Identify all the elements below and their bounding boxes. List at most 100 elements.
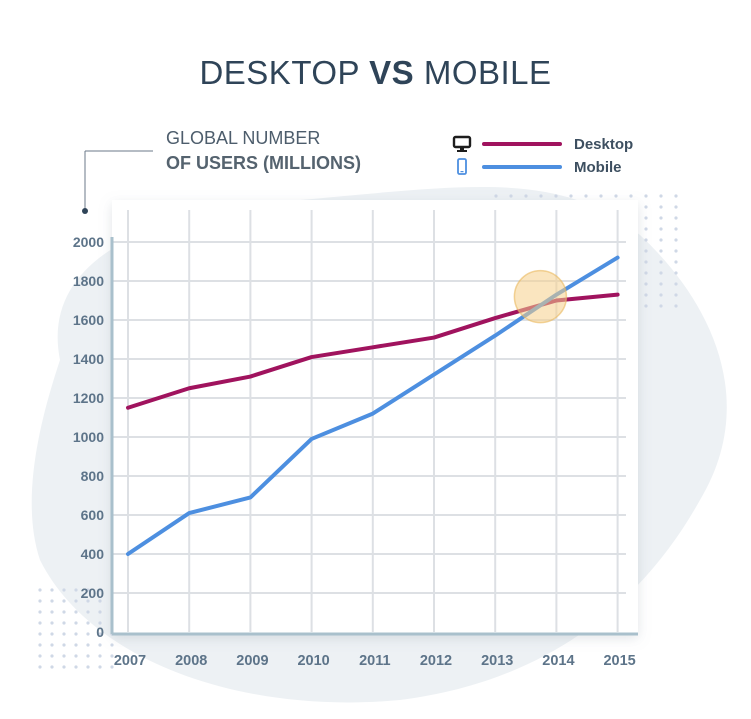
- decor-dot: [50, 654, 54, 658]
- x-tick-label: 2015: [603, 653, 635, 669]
- decor-dot: [674, 293, 678, 297]
- decor-dot: [644, 271, 648, 275]
- decor-dot: [98, 643, 102, 647]
- decor-dot: [62, 588, 66, 592]
- decor-dot: [644, 293, 648, 297]
- decor-dot: [539, 194, 543, 198]
- decor-dot: [599, 194, 603, 198]
- decor-dot: [74, 665, 78, 669]
- decor-dot: [659, 304, 663, 308]
- smartphone-icon: [457, 158, 467, 175]
- decor-dot: [614, 194, 618, 198]
- decor-dot: [644, 194, 648, 198]
- x-tick-labels: 2007 2008 2009 2010 2011 2012 2013 2014 2015: [114, 653, 636, 669]
- decor-dot: [62, 654, 66, 658]
- decor-dot: [110, 654, 114, 658]
- decor-dot: [659, 293, 663, 297]
- decor-dot: [74, 588, 78, 592]
- decor-dot: [86, 665, 90, 669]
- decor-dot: [38, 654, 42, 658]
- chart-card: [112, 200, 638, 634]
- decor-dot: [674, 282, 678, 286]
- y-tick-label: 200: [81, 585, 105, 601]
- decor-dot: [74, 610, 78, 614]
- decor-dot: [644, 282, 648, 286]
- decor-dot: [644, 260, 648, 264]
- decor-dot: [62, 599, 66, 603]
- decor-dot: [110, 665, 114, 669]
- decor-dot: [86, 643, 90, 647]
- decor-dot: [62, 632, 66, 636]
- decor-dot: [674, 260, 678, 264]
- decor-dot: [50, 599, 54, 603]
- decor-dot: [644, 249, 648, 253]
- decor-dot: [110, 643, 114, 647]
- decor-dot: [98, 621, 102, 625]
- decor-dot: [38, 665, 42, 669]
- decor-dot: [62, 621, 66, 625]
- decor-dot: [629, 194, 633, 198]
- y-axis-label-line-2: OF USERS (MILLIONS): [166, 153, 361, 173]
- decor-dot: [98, 599, 102, 603]
- x-tick-label: 2007: [114, 653, 146, 669]
- decor-dot: [86, 654, 90, 658]
- decor-dot: [659, 271, 663, 275]
- decor-dot: [659, 194, 663, 198]
- decor-dot: [74, 621, 78, 625]
- decor-dot: [38, 621, 42, 625]
- decor-dot: [86, 632, 90, 636]
- decor-dot: [659, 249, 663, 253]
- decor-dot: [584, 194, 588, 198]
- decor-dot: [674, 271, 678, 275]
- x-tick-label: 2011: [359, 653, 390, 669]
- decor-dot: [644, 227, 648, 231]
- decor-dot: [62, 643, 66, 647]
- y-tick-label: 1400: [73, 351, 104, 367]
- decor-dot: [74, 632, 78, 636]
- y-tick-label: 0: [96, 624, 104, 640]
- legend-item-mobile: Mobile: [452, 157, 622, 177]
- legend-item-desktop: Desktop: [452, 134, 633, 154]
- y-tick-label: 2000: [73, 234, 104, 250]
- decor-dot: [50, 610, 54, 614]
- decor-dot: [74, 654, 78, 658]
- x-tick-label: 2009: [236, 653, 268, 669]
- decor-dot: [50, 643, 54, 647]
- decor-dot: [659, 216, 663, 220]
- decor-dot: [98, 632, 102, 636]
- decor-dot: [674, 304, 678, 308]
- x-tick-label: 2010: [297, 653, 329, 669]
- decor-dot: [569, 194, 573, 198]
- crossover-highlight: [513, 269, 568, 324]
- decor-dot: [644, 205, 648, 209]
- decor-dot: [509, 194, 513, 198]
- decor-dot: [38, 632, 42, 636]
- decor-dot: [62, 610, 66, 614]
- decor-dot: [86, 621, 90, 625]
- y-tick-label: 1600: [73, 312, 104, 328]
- monitor-icon: [452, 135, 472, 152]
- x-tick-label: 2012: [420, 653, 452, 669]
- decor-dot: [86, 610, 90, 614]
- decor-dot: [38, 643, 42, 647]
- decor-dot: [98, 665, 102, 669]
- x-tick-label: 2008: [175, 653, 207, 669]
- title-desktop: DESKTOP: [199, 54, 360, 91]
- y-tick-label: 400: [81, 546, 105, 562]
- legend-label-mobile: Mobile: [574, 158, 622, 176]
- x-tick-label: 2014: [542, 653, 574, 669]
- page-title: DESKTOP VS MOBILE: [0, 54, 751, 92]
- legend-swatch-mobile: [482, 165, 562, 169]
- legend-label-desktop: Desktop: [574, 135, 634, 153]
- decor-dot: [659, 260, 663, 264]
- decor-dot: [494, 194, 498, 198]
- decor-dot: [659, 282, 663, 286]
- decor-dot: [50, 632, 54, 636]
- decor-dot: [98, 610, 102, 614]
- decor-dot: [86, 588, 90, 592]
- decor-dot: [659, 238, 663, 242]
- label-leader-dot: [82, 208, 88, 214]
- title-vs: VS: [369, 54, 415, 91]
- y-tick-label: 600: [81, 507, 105, 523]
